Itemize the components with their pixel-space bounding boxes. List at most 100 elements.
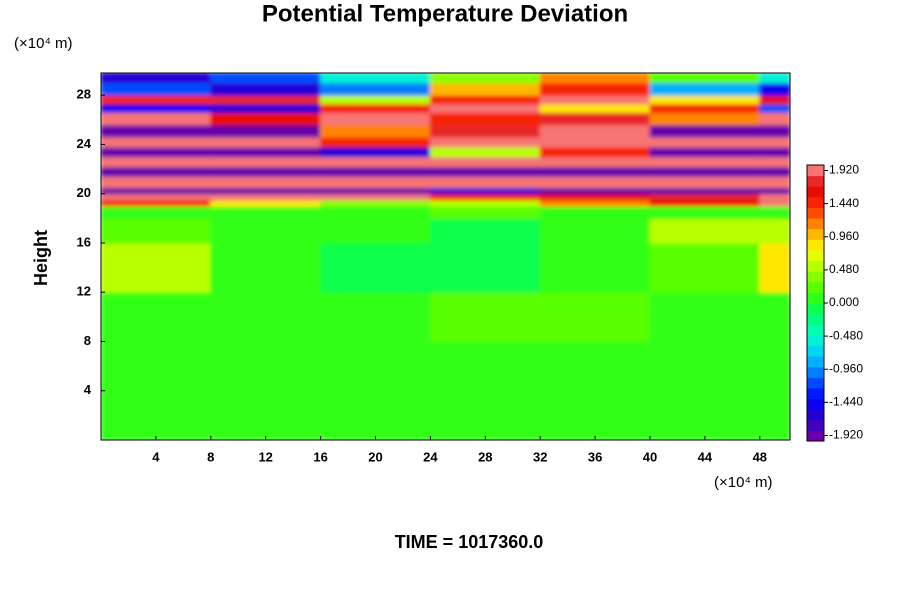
colorbar-step	[807, 303, 824, 315]
colorbar-step	[807, 377, 824, 389]
cell	[539, 217, 651, 244]
y-unit: (×10⁴ m)	[14, 35, 73, 52]
cell	[429, 205, 541, 219]
cell	[101, 340, 212, 392]
cell	[429, 291, 541, 342]
cell	[759, 103, 790, 113]
cell	[759, 156, 790, 168]
colorbar-tick-label: 0.960	[829, 229, 859, 243]
cell	[539, 156, 651, 168]
cell	[210, 217, 322, 244]
colorbar-step	[807, 345, 824, 357]
cell	[649, 94, 761, 105]
cell	[101, 124, 212, 138]
cell	[539, 94, 651, 105]
cell	[210, 199, 322, 207]
cell	[759, 111, 790, 126]
y-tick-label: 16	[77, 234, 91, 249]
cell	[649, 390, 761, 440]
cell	[101, 390, 212, 440]
colorbar-step	[807, 175, 824, 187]
colorbar-step	[807, 292, 824, 304]
cell	[539, 136, 651, 148]
colorbar-step	[807, 207, 824, 219]
cell	[320, 187, 431, 195]
cell	[210, 146, 322, 158]
cell	[759, 175, 790, 189]
y-tick-label: 4	[84, 382, 92, 397]
cell	[649, 73, 761, 84]
colorbar-step	[807, 356, 824, 368]
x-tick-label: 24	[423, 449, 438, 464]
cell	[210, 340, 322, 392]
cell	[759, 94, 790, 105]
cell	[210, 166, 322, 177]
cell	[101, 146, 212, 158]
x-tick-label: 36	[588, 449, 602, 464]
cell	[210, 187, 322, 195]
colorbar-tick-label: 0.480	[829, 262, 859, 276]
cell	[759, 146, 790, 158]
cell	[210, 156, 322, 168]
cell	[429, 340, 541, 392]
cell	[101, 193, 212, 201]
chart-title: Potential Temperature Deviation	[262, 0, 628, 27]
cell	[649, 146, 761, 158]
colorbar-tick-label: -1.440	[829, 395, 863, 409]
cell	[210, 205, 322, 219]
cell	[649, 205, 761, 219]
cell	[320, 199, 431, 207]
cell	[429, 103, 541, 113]
colorbar-step	[807, 218, 824, 230]
cell	[539, 175, 651, 189]
cell	[759, 205, 790, 219]
cell	[210, 124, 322, 138]
x-tick-label: 12	[258, 449, 272, 464]
colorbar-step	[807, 419, 824, 431]
colorbar-step	[807, 398, 824, 410]
x-tick-label: 20	[368, 449, 382, 464]
cell	[539, 340, 651, 392]
cell	[210, 193, 322, 201]
colorbar-step	[807, 239, 824, 251]
colorbar-step	[807, 313, 824, 325]
colorbar-tick-label: 1.920	[829, 163, 859, 177]
cell	[539, 193, 651, 201]
cell	[539, 291, 651, 342]
cell	[429, 217, 541, 244]
x-tick-label: 44	[698, 449, 713, 464]
x-tick-label: 16	[313, 449, 327, 464]
colorbar: 1.920 1.440 0.960 0.480 0.000 -0.480 -0.960 -1.…	[806, 163, 863, 442]
cell	[320, 73, 431, 84]
annotation: TIME = 1017360.0	[395, 532, 544, 552]
cell	[101, 205, 212, 219]
colorbar-step	[807, 281, 824, 293]
x-tick-label: 8	[207, 449, 214, 464]
cell	[429, 146, 541, 158]
cell	[759, 340, 790, 392]
cell	[759, 199, 790, 207]
cell	[649, 103, 761, 113]
cell	[649, 166, 761, 177]
cell	[429, 187, 541, 195]
y-tick-label: 12	[77, 284, 91, 299]
cell	[101, 111, 212, 126]
x-tick-label: 48	[753, 449, 767, 464]
cell	[210, 175, 322, 189]
cell	[649, 193, 761, 201]
cell	[649, 291, 761, 342]
cell	[539, 103, 651, 113]
cell	[320, 146, 431, 158]
cell	[101, 82, 212, 96]
cell	[320, 340, 431, 392]
cell	[429, 82, 541, 96]
cell	[320, 94, 431, 105]
cell	[649, 82, 761, 96]
cell	[759, 217, 790, 244]
cell	[649, 136, 761, 148]
cell	[429, 94, 541, 105]
colorbar-tick-label: 0.000	[829, 295, 859, 309]
cell	[101, 73, 212, 84]
cell	[759, 242, 790, 293]
